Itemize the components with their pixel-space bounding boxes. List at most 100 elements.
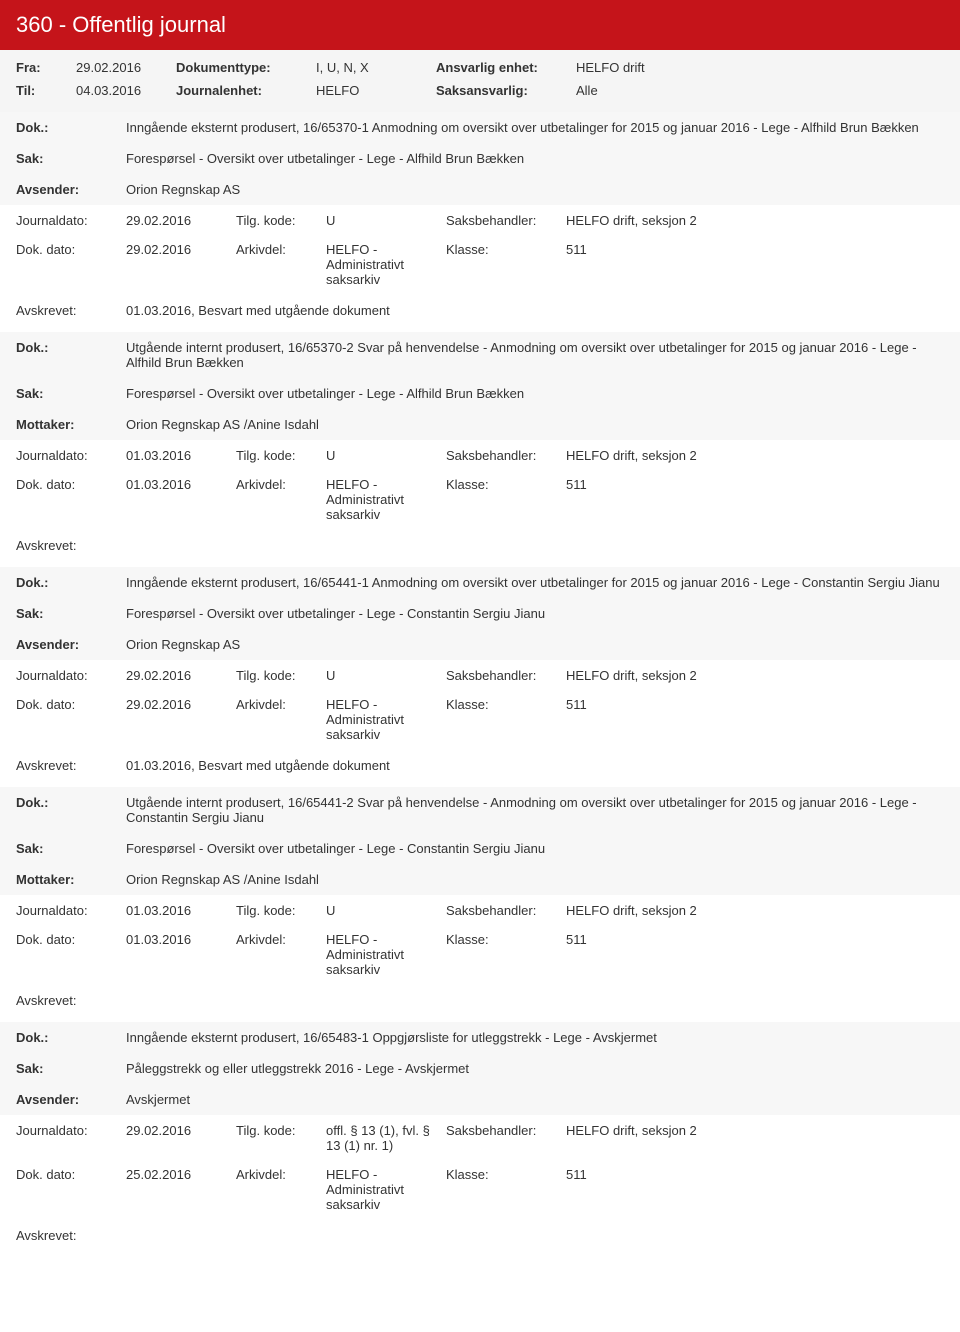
klasse-value: 511 <box>566 242 766 287</box>
party-row: Avsender:Orion Regnskap AS <box>0 629 960 660</box>
journal-entry: Dok.:Inngående eksternt produsert, 16/65… <box>0 1022 960 1257</box>
saksbehandler-label: Saksbehandler: <box>446 668 566 683</box>
dokdato-value: 01.03.2016 <box>126 477 236 522</box>
meta-grid: Journaldato:29.02.2016Tilg. kode:USaksbe… <box>0 660 960 750</box>
journaldato-value: 29.02.2016 <box>126 668 236 683</box>
ansvarlig-value: HELFO drift <box>576 60 696 75</box>
journal-entry: Dok.:Inngående eksternt produsert, 16/65… <box>0 112 960 332</box>
tilgkode-label: Tilg. kode: <box>236 668 326 683</box>
sak-value: Forespørsel - Oversikt over utbetalinger… <box>126 151 944 166</box>
dokdato-label: Dok. dato: <box>16 932 126 977</box>
sak-label: Sak: <box>16 151 126 166</box>
dok-row: Dok.:Utgående internt produsert, 16/6544… <box>0 787 960 833</box>
sak-label: Sak: <box>16 606 126 621</box>
party-label: Avsender: <box>16 182 126 197</box>
dok-value: Utgående internt produsert, 16/65370-2 S… <box>126 340 944 370</box>
meta-grid: Journaldato:29.02.2016Tilg. kode:offl. §… <box>0 1115 960 1220</box>
page-title: 360 - Offentlig journal <box>16 12 226 37</box>
avskrevet-label: Avskrevet: <box>16 538 126 553</box>
klasse-label: Klasse: <box>446 1167 566 1212</box>
arkivdel-value: HELFO - Administrativt saksarkiv <box>326 932 446 977</box>
party-row: Avsender:Orion Regnskap AS <box>0 174 960 205</box>
journaldato-value: 29.02.2016 <box>126 1123 236 1153</box>
journal-entry: Dok.:Inngående eksternt produsert, 16/65… <box>0 567 960 787</box>
avskrevet-label: Avskrevet: <box>16 758 126 773</box>
til-value: 04.03.2016 <box>76 83 176 98</box>
dokdato-value: 25.02.2016 <box>126 1167 236 1212</box>
party-row: Mottaker:Orion Regnskap AS /Anine Isdahl <box>0 864 960 895</box>
doktype-value: I, U, N, X <box>316 60 436 75</box>
sak-label: Sak: <box>16 386 126 401</box>
party-row: Avsender:Avskjermet <box>0 1084 960 1115</box>
arkivdel-value: HELFO - Administrativt saksarkiv <box>326 477 446 522</box>
avskrevet-label: Avskrevet: <box>16 303 126 318</box>
tilgkode-label: Tilg. kode: <box>236 213 326 228</box>
journaldato-label: Journaldato: <box>16 213 126 228</box>
saksbehandler-value: HELFO drift, seksjon 2 <box>566 668 766 683</box>
arkivdel-label: Arkivdel: <box>236 242 326 287</box>
journaldato-label: Journaldato: <box>16 668 126 683</box>
saksbehandler-label: Saksbehandler: <box>446 213 566 228</box>
sak-row: Sak:Forespørsel - Oversikt over utbetali… <box>0 833 960 864</box>
party-label: Mottaker: <box>16 872 126 887</box>
saksbehandler-value: HELFO drift, seksjon 2 <box>566 1123 766 1153</box>
party-value: Orion Regnskap AS /Anine Isdahl <box>126 417 944 432</box>
klasse-label: Klasse: <box>446 477 566 522</box>
avskrevet-label: Avskrevet: <box>16 1228 126 1243</box>
journaldato-label: Journaldato: <box>16 1123 126 1153</box>
sak-value: Forespørsel - Oversikt over utbetalinger… <box>126 386 944 401</box>
sak-value: Forespørsel - Oversikt over utbetalinger… <box>126 606 944 621</box>
party-label: Avsender: <box>16 637 126 652</box>
avskrevet-row: Avskrevet:01.03.2016, Besvart med utgåen… <box>0 295 960 332</box>
page-header: 360 - Offentlig journal <box>0 0 960 50</box>
tilgkode-value: U <box>326 213 446 228</box>
dok-label: Dok.: <box>16 575 126 590</box>
entries-list: Dok.:Inngående eksternt produsert, 16/65… <box>0 112 960 1257</box>
dokdato-label: Dok. dato: <box>16 697 126 742</box>
avskrevet-row: Avskrevet: <box>0 530 960 567</box>
avskrevet-value <box>126 1228 944 1243</box>
dok-label: Dok.: <box>16 340 126 355</box>
ansvarlig-label: Ansvarlig enhet: <box>436 60 576 75</box>
dok-row: Dok.:Inngående eksternt produsert, 16/65… <box>0 112 960 143</box>
saksbehandler-value: HELFO drift, seksjon 2 <box>566 213 766 228</box>
journal-entry: Dok.:Utgående internt produsert, 16/6544… <box>0 787 960 1022</box>
party-value: Orion Regnskap AS <box>126 637 944 652</box>
dok-value: Inngående eksternt produsert, 16/65441-1… <box>126 575 944 590</box>
avskrevet-value: 01.03.2016, Besvart med utgående dokumen… <box>126 758 944 773</box>
tilgkode-label: Tilg. kode: <box>236 903 326 918</box>
saksbehandler-label: Saksbehandler: <box>446 1123 566 1153</box>
dok-value: Utgående internt produsert, 16/65441-2 S… <box>126 795 944 825</box>
avskrevet-label: Avskrevet: <box>16 993 126 1008</box>
sak-label: Sak: <box>16 841 126 856</box>
sak-row: Sak:Forespørsel - Oversikt over utbetali… <box>0 378 960 409</box>
avskrevet-row: Avskrevet: <box>0 985 960 1022</box>
journaldato-value: 01.03.2016 <box>126 448 236 463</box>
journaldato-value: 01.03.2016 <box>126 903 236 918</box>
arkivdel-label: Arkivdel: <box>236 1167 326 1212</box>
filter-bar: Fra: 29.02.2016 Dokumenttype: I, U, N, X… <box>0 50 960 112</box>
fra-value: 29.02.2016 <box>76 60 176 75</box>
tilgkode-value: U <box>326 448 446 463</box>
dok-row: Dok.:Utgående internt produsert, 16/6537… <box>0 332 960 378</box>
saksbehandler-label: Saksbehandler: <box>446 448 566 463</box>
arkivdel-value: HELFO - Administrativt saksarkiv <box>326 697 446 742</box>
arkivdel-value: HELFO - Administrativt saksarkiv <box>326 1167 446 1212</box>
journal-entry: Dok.:Utgående internt produsert, 16/6537… <box>0 332 960 567</box>
dokdato-label: Dok. dato: <box>16 242 126 287</box>
sak-row: Sak:Forespørsel - Oversikt over utbetali… <box>0 143 960 174</box>
journaldato-label: Journaldato: <box>16 448 126 463</box>
party-label: Avsender: <box>16 1092 126 1107</box>
dok-label: Dok.: <box>16 795 126 810</box>
journaldato-value: 29.02.2016 <box>126 213 236 228</box>
saksbehandler-value: HELFO drift, seksjon 2 <box>566 903 766 918</box>
meta-grid: Journaldato:01.03.2016Tilg. kode:USaksbe… <box>0 440 960 530</box>
klasse-label: Klasse: <box>446 697 566 742</box>
party-label: Mottaker: <box>16 417 126 432</box>
tilgkode-label: Tilg. kode: <box>236 448 326 463</box>
dok-value: Inngående eksternt produsert, 16/65370-1… <box>126 120 944 135</box>
tilgkode-value: offl. § 13 (1), fvl. § 13 (1) nr. 1) <box>326 1123 446 1153</box>
party-row: Mottaker:Orion Regnskap AS /Anine Isdahl <box>0 409 960 440</box>
journalenhet-label: Journalenhet: <box>176 83 316 98</box>
party-value: Orion Regnskap AS <box>126 182 944 197</box>
